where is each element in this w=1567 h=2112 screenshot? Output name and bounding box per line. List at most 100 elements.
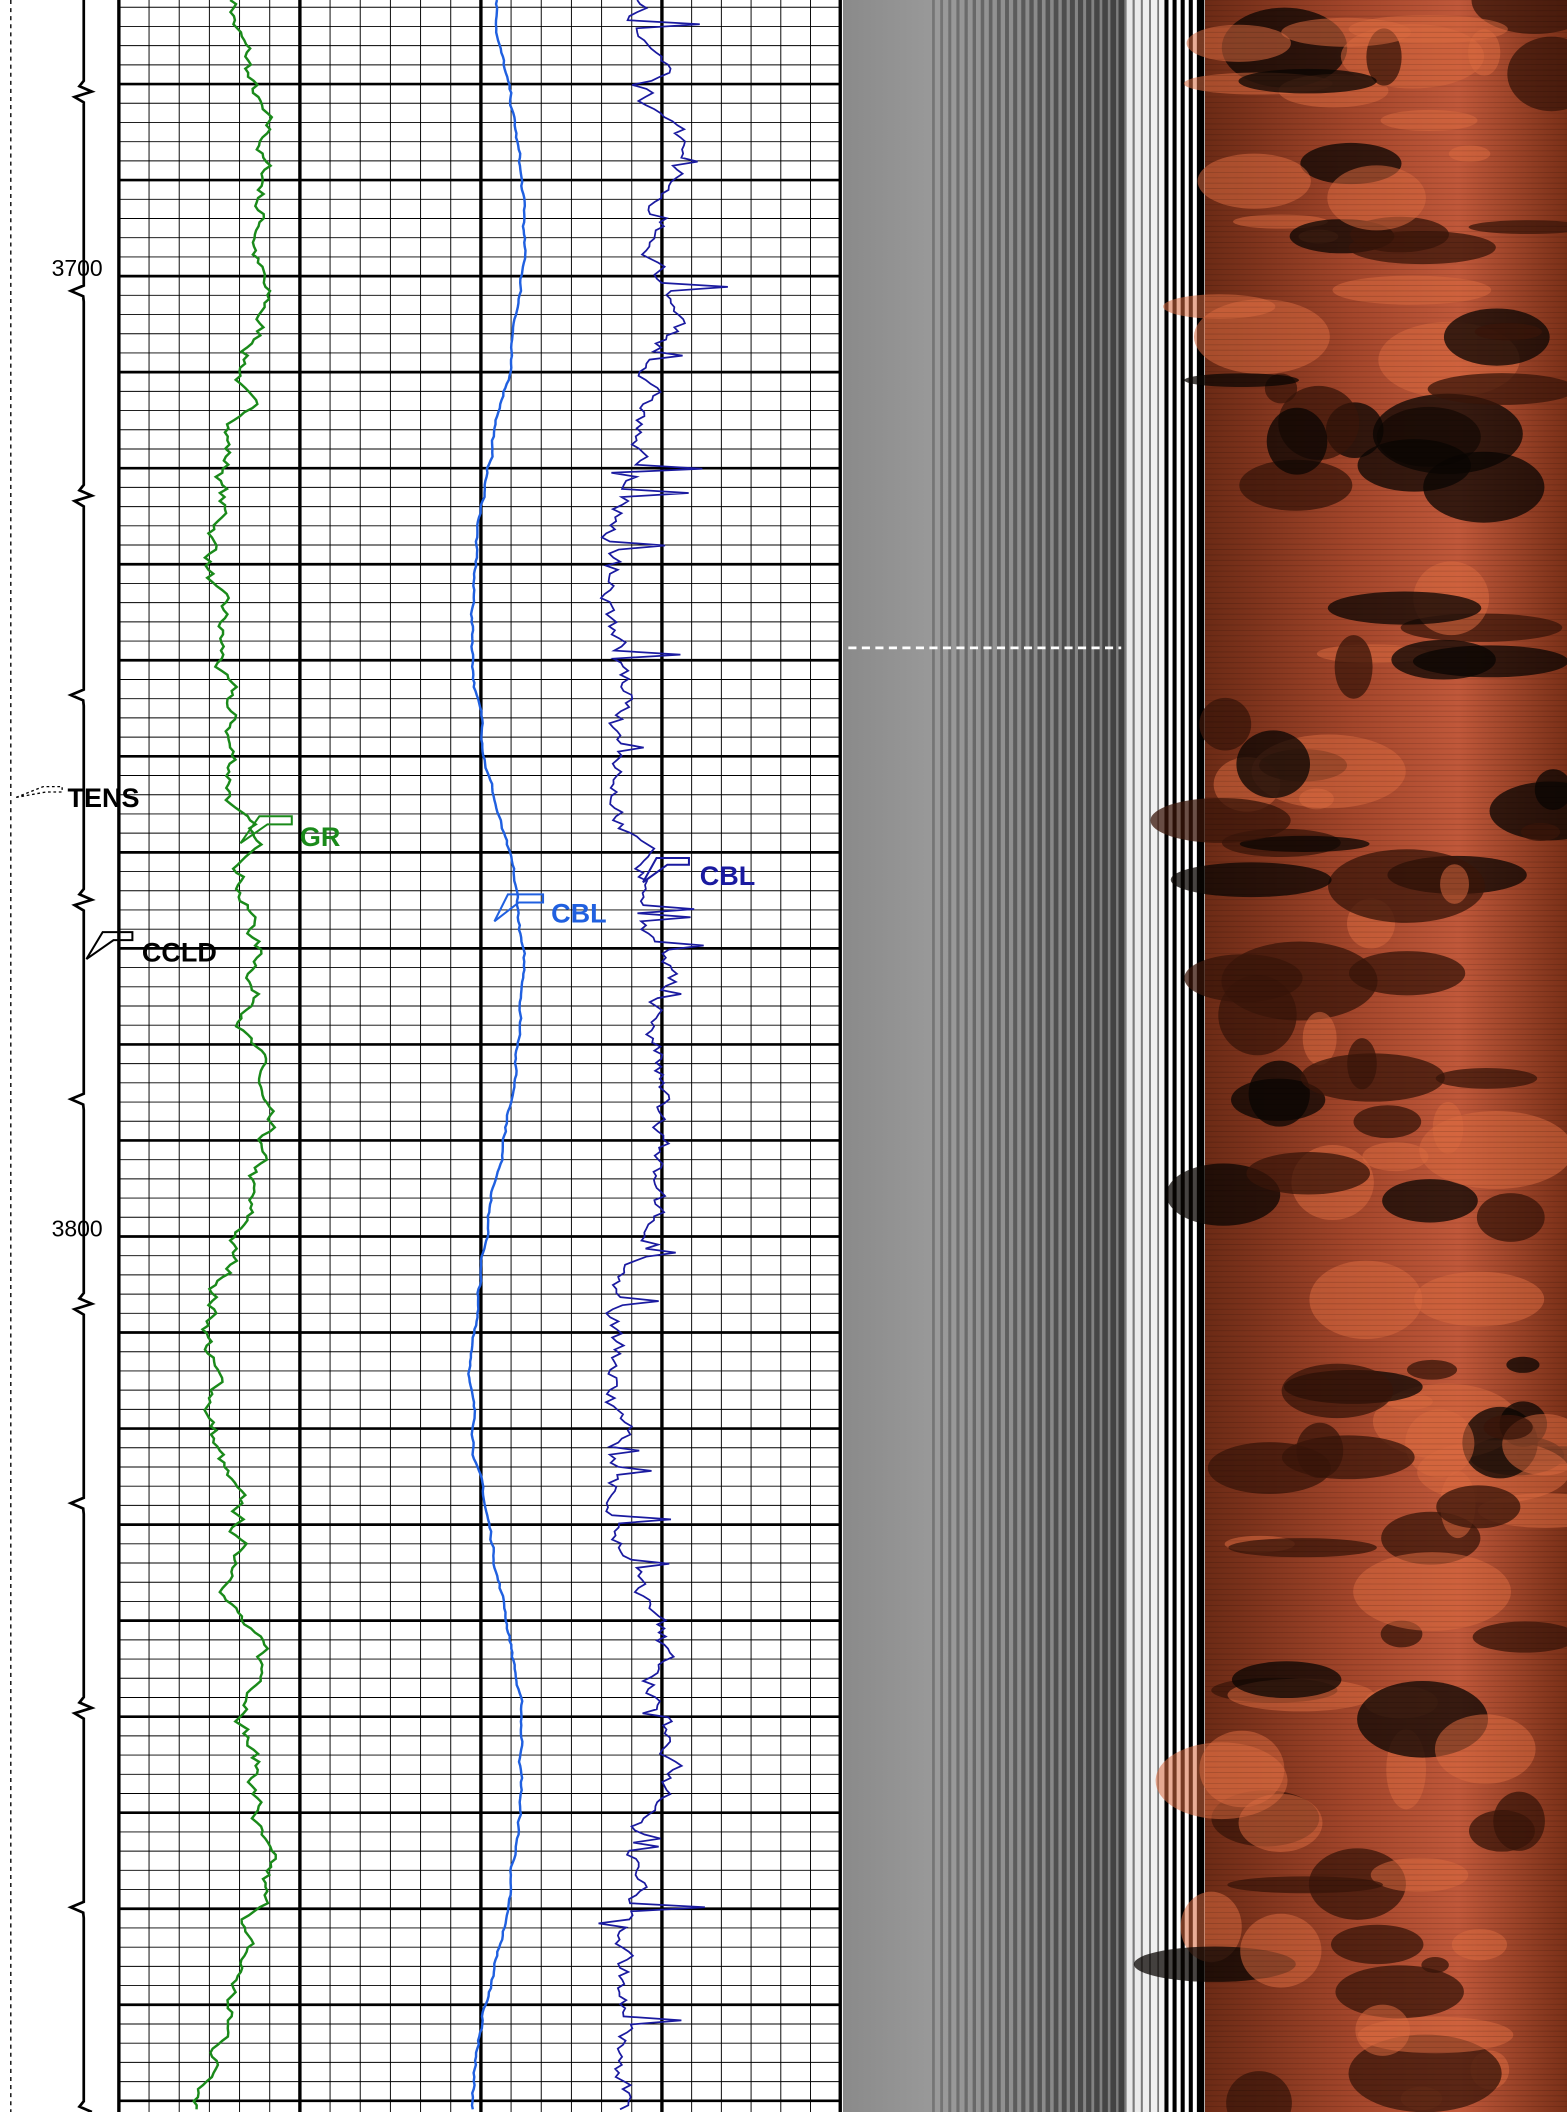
vdl-stripe: [1069, 0, 1075, 2112]
image-blob: [1335, 1965, 1464, 2019]
vdl-stripe: [932, 0, 935, 2112]
vdl-stripe: [1118, 0, 1125, 2112]
image-blob: [1281, 17, 1412, 47]
image-blob: [1236, 730, 1311, 799]
image-blob: [1506, 1356, 1540, 1373]
image-blob: [1163, 294, 1276, 319]
grid-track: [67, 0, 842, 2112]
cbl-label: CBL: [700, 861, 756, 891]
depth-label: 3700: [52, 255, 103, 281]
cbl-amplified-curve: [467, 0, 527, 2110]
image-blob: [1468, 29, 1501, 76]
image-blob: [1328, 849, 1485, 923]
ccld-label: CCLD: [142, 938, 217, 968]
vdl-stripe: [1037, 0, 1042, 2112]
vdl-stripe: [1172, 0, 1177, 2112]
vdl-stripe: [1102, 0, 1108, 2112]
cbl-marker: [642, 856, 690, 884]
image-blob: [1199, 697, 1252, 751]
image-blob: [1353, 1552, 1512, 1631]
image-blob: [1299, 788, 1334, 810]
tens-marker: [15, 785, 63, 799]
image-blob: [1197, 153, 1311, 209]
image-blob: [1327, 591, 1482, 625]
vdl-stripe: [1126, 0, 1133, 2112]
image-blob: [1228, 1538, 1377, 1558]
image-blob: [1474, 323, 1542, 341]
curves: [192, 0, 728, 2111]
vdl-stripe: [1134, 0, 1141, 2112]
vdl-stripe: [948, 0, 952, 2112]
image-blob: [1238, 68, 1377, 94]
image-blob: [1468, 220, 1567, 235]
image-blob: [1227, 1876, 1383, 1894]
vdl-stripe: [1086, 0, 1092, 2112]
image-blob: [1186, 24, 1291, 62]
image-blob: [1300, 1053, 1445, 1102]
image-blob: [1436, 1485, 1521, 1529]
vdl-stripe: [1013, 0, 1018, 2112]
image-blob: [1357, 439, 1471, 492]
vdl-stripe: [1061, 0, 1067, 2112]
vdl-stripe: [956, 0, 960, 2112]
image-blob: [1412, 645, 1567, 678]
cbl-marker: [493, 893, 545, 923]
vdl-stripe: [1053, 0, 1059, 2112]
image-blob: [1239, 459, 1353, 511]
image-blob: [1370, 1857, 1469, 1893]
image-blob: [1230, 1078, 1326, 1121]
vdl-stripe: [1150, 0, 1158, 2112]
cbl-curve: [598, 0, 728, 2111]
image-blob: [1266, 407, 1328, 475]
image-blob: [1357, 2016, 1514, 2054]
image-blob: [1440, 864, 1469, 904]
image-blob: [1281, 1435, 1415, 1480]
image-blob: [1302, 1011, 1337, 1066]
image-blob: [1405, 1409, 1475, 1478]
vdl-stripe: [996, 0, 1001, 2112]
vdl-stripe: [1021, 0, 1026, 2112]
vdl-stripe: [1196, 0, 1201, 2112]
image-blob: [1362, 1142, 1429, 1172]
image-blob: [1451, 1928, 1508, 1961]
image-blob: [1309, 1260, 1423, 1339]
image-blob: [1231, 1661, 1342, 1699]
vdl-stripe: [972, 0, 976, 2112]
ccld-marker: [85, 931, 134, 960]
image-blob: [1246, 1152, 1371, 1195]
image-blob: [1226, 2071, 1292, 2112]
image-blob: [1170, 862, 1332, 898]
vdl-stripe: [1029, 0, 1034, 2112]
image-blob: [1534, 769, 1567, 811]
image-track: [1133, 0, 1567, 2112]
vdl-stripe: [1164, 0, 1169, 2112]
image-blob: [1348, 951, 1466, 996]
image-blob: [1483, 1414, 1533, 1440]
vdl-stripe: [1110, 0, 1117, 2112]
vdl-track: [842, 0, 1205, 2112]
vdl-stripe: [1077, 0, 1084, 2112]
image-blob: [1330, 1924, 1424, 1965]
ccl-curve: [67, 0, 96, 2112]
vdl-stripe: [1094, 0, 1100, 2112]
vdl-stripe: [940, 0, 944, 2112]
image-blob: [1240, 1913, 1322, 1988]
cbl-label: CBL: [551, 899, 607, 929]
image-blob: [1184, 373, 1299, 388]
image-blob: [1427, 373, 1567, 405]
depth-label: 3800: [52, 1216, 103, 1242]
image-blob: [1434, 1714, 1536, 1784]
vdl-stripe: [980, 0, 985, 2112]
image-blob: [1414, 1271, 1545, 1327]
image-blob: [1476, 1193, 1545, 1242]
vdl-stripe: [988, 0, 993, 2112]
image-blob: [1406, 1359, 1458, 1380]
vdl-stripe: [1005, 0, 1009, 2112]
image-blob: [1520, 823, 1561, 841]
image-blob: [1435, 1068, 1538, 1089]
image-blob: [1469, 1810, 1535, 1852]
tens-label: TENS: [68, 783, 140, 813]
vdl-stripe: [1188, 0, 1193, 2112]
image-blob: [1353, 1105, 1422, 1139]
